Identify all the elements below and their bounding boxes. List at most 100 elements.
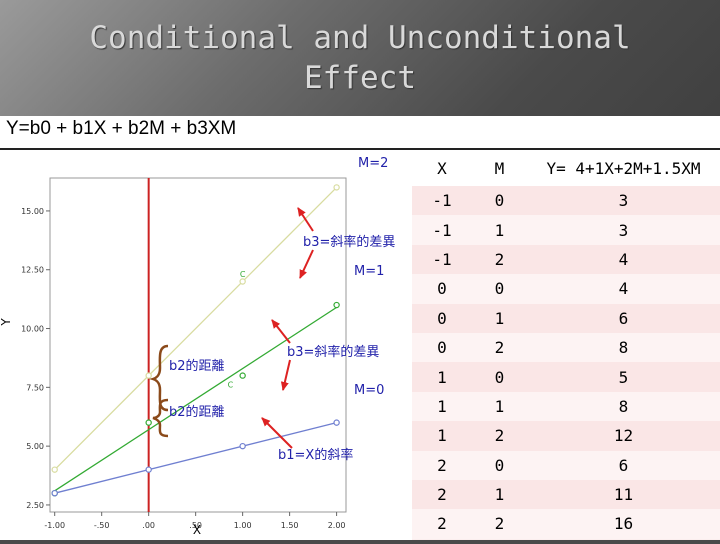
x-tick-label: .00 (142, 521, 155, 530)
table-row: 0 0 4 (412, 274, 720, 304)
data-point (51, 466, 58, 473)
table-cell: -1 (432, 220, 452, 240)
data-point (51, 489, 58, 497)
arrow-b1 (261, 417, 293, 449)
table-row: 2 1 11 (412, 479, 720, 510)
table-cell: 2 (494, 514, 505, 534)
annotation-b3-mid: b3=斜率的差異 (287, 344, 379, 360)
table-cell: 1 (437, 367, 447, 387)
table-cell: 1 (437, 426, 447, 446)
table-cell: 6 (618, 308, 629, 328)
x-tick-label: -.50 (94, 521, 110, 530)
brace-b2-top (149, 344, 169, 412)
table-row: 0 2 8 (412, 332, 720, 363)
plot-area (49, 177, 347, 513)
series-m0 (51, 419, 340, 497)
table-row: -1 2 4 (412, 244, 720, 275)
scatter-chart: -1.00 -.50 .00 .50 1.00 1.50 2.00 2.50 5.00 7.50… (0, 156, 395, 537)
data-point (239, 372, 246, 379)
table-cell: 2 (494, 249, 505, 269)
table-cell: 0 (494, 455, 505, 475)
data-point (333, 184, 340, 191)
x-tick-label: .50 (189, 521, 202, 530)
data-point (145, 466, 152, 473)
table-cell: 1 (437, 396, 447, 416)
y-tick-label: 10.00 (21, 325, 44, 334)
annotation-b2-bottom: b2的距離 (169, 404, 225, 420)
table-cell: 8 (618, 396, 629, 416)
table-row: 1 2 12 (412, 421, 720, 451)
table-cell: -1 (432, 191, 452, 211)
data-point (333, 419, 340, 426)
table-row: -1 1 3 (412, 215, 720, 245)
annotation-b2-top: b2的距離 (169, 358, 225, 374)
series-m2 (51, 184, 340, 473)
y-axis-ticks: 2.50 5.00 7.50 10.00 12.50 15.00 (21, 207, 50, 510)
table-cell: 2 (437, 514, 447, 534)
data-point (145, 372, 152, 379)
fit-line (54, 421, 337, 494)
point-label: C (228, 380, 234, 389)
table-cell: 2 (437, 455, 447, 475)
table-cell: 12 (613, 426, 634, 446)
x-tick-label: 1.00 (234, 521, 252, 530)
label-m2: M=2 (358, 156, 388, 171)
table-cell: 2 (437, 485, 447, 505)
table-cell: -1 (432, 249, 452, 269)
table-row: 2 2 16 (412, 509, 720, 539)
values-table-panel: X M Y= 4+1X+2M+1.5XM -1 0 3 -1 1 3 -1 2 4 0 0 4 0 1 6 0… (412, 150, 720, 540)
table-cell: 3 (618, 191, 629, 211)
table-cell: 8 (618, 338, 629, 358)
table-cell: 4 (618, 249, 629, 269)
table-cell: 16 (613, 514, 634, 534)
table-cell: 5 (618, 367, 629, 387)
table-cell: 0 (494, 191, 505, 211)
table-cell: 0 (437, 338, 447, 358)
label-m1: M=1 (354, 264, 384, 279)
fit-line (54, 186, 338, 471)
y-tick-label: 7.50 (26, 383, 44, 392)
table-cell: 2 (494, 426, 505, 446)
header-y: Y= 4+1X+2M+1.5XM (546, 158, 701, 178)
table-cell: 0 (494, 279, 505, 299)
table-cell: 1 (494, 220, 505, 240)
table-row: -1 0 3 (412, 186, 720, 216)
annotation-b3-top: b3=斜率的差異 (303, 234, 395, 250)
data-point (239, 442, 246, 450)
y-tick-label: 5.00 (26, 442, 44, 451)
table-cell: 4 (618, 279, 629, 299)
header-x: X (437, 158, 447, 178)
x-axis-ticks: -1.00 -.50 .00 .50 1.00 1.50 2.00 (44, 512, 346, 530)
y-tick-label: 15.00 (21, 207, 44, 216)
table-row: 1 0 5 (412, 362, 720, 392)
table-cell: 11 (613, 485, 634, 505)
arrow-b3-mid-m1 (271, 319, 291, 344)
table-body: -1 0 3 -1 1 3 -1 2 4 0 0 4 0 1 6 0 2 8 1 0 5 1 1 8 1 2 12 2 0 6 2 1 11 2 2… (412, 186, 720, 539)
title-line-2: Effect (304, 60, 416, 96)
data-point (145, 419, 152, 426)
point-labels: CC (228, 270, 246, 390)
data-point (333, 301, 340, 309)
regression-equation: Y=b0 + b1X + b2M + b3XM (6, 118, 237, 139)
x-tick-label: 1.50 (281, 521, 299, 530)
y-tick-label: 2.50 (26, 501, 44, 510)
data-point (239, 278, 246, 285)
table-cell: 1 (494, 485, 505, 505)
table-row: 2 0 6 (412, 450, 720, 480)
arrow-b3-mid-m0 (280, 359, 291, 391)
plot-panel: -1.00 -.50 .00 .50 1.00 1.50 2.00 2.50 5.00 7.50… (0, 150, 412, 540)
table-cell: 0 (437, 308, 447, 328)
values-table: X M Y= 4+1X+2M+1.5XM -1 0 3 -1 1 3 -1 2 4 0 0 4 0 1 6 0… (412, 150, 720, 539)
y-tick-label: 12.50 (21, 266, 44, 275)
arrow-b3-top-m2 (297, 207, 314, 232)
y-axis-label: Y (0, 318, 13, 327)
table-cell: 2 (494, 338, 505, 358)
fit-line (54, 306, 337, 492)
label-m0: M=0 (354, 383, 384, 398)
table-header-row: X M Y= 4+1X+2M+1.5XM (412, 150, 720, 186)
table-cell: 1 (494, 308, 505, 328)
point-label: C (240, 270, 246, 279)
title-line-1: Conditional and Unconditional (89, 20, 631, 56)
series-layer (51, 184, 340, 497)
table-cell: 6 (618, 455, 629, 475)
